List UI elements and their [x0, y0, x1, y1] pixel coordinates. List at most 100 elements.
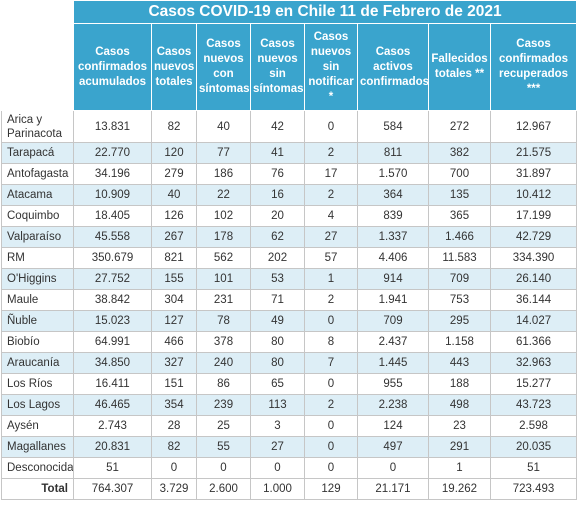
- value-cell: 51: [73, 457, 152, 479]
- table-row: Antofagasta 34.196 279 186 76 17 1.570 700 31.89…: [1, 163, 577, 185]
- value-cell: 267: [151, 226, 197, 248]
- value-cell: 45.558: [73, 226, 152, 248]
- value-cell: 1: [304, 268, 358, 290]
- value-cell: 71: [250, 289, 305, 311]
- value-cell: 2.437: [357, 331, 429, 353]
- column-header: Casos nuevos sin notificar *: [304, 23, 358, 111]
- value-cell: 3: [250, 415, 305, 437]
- table-row: Maule 38.842 304 231 71 2 1.941 753 36.144: [1, 289, 577, 311]
- value-cell: 2.598: [489, 415, 577, 437]
- value-cell: 1.570: [357, 163, 429, 185]
- value-cell: 23: [428, 415, 491, 437]
- value-cell: 13.831: [73, 110, 152, 143]
- region-name-cell: Antofagasta: [1, 163, 74, 185]
- value-cell: 27.752: [73, 268, 152, 290]
- value-cell: 17: [304, 163, 358, 185]
- value-cell: 77: [196, 142, 251, 164]
- value-cell: 178: [196, 226, 251, 248]
- value-cell: 700: [428, 163, 491, 185]
- region-name-cell: Biobío: [1, 331, 74, 353]
- table-row: Valparaíso 45.558 267 178 62 27 1.337 1.466 42.7…: [1, 226, 577, 248]
- value-cell: 272: [428, 110, 491, 143]
- value-cell: 80: [250, 331, 305, 353]
- value-cell: 27: [250, 436, 305, 458]
- value-cell: 64.991: [73, 331, 152, 353]
- value-cell: 0: [151, 457, 197, 479]
- value-cell: 2.743: [73, 415, 152, 437]
- value-cell: 36.144: [489, 289, 577, 311]
- column-header: Casos nuevos totales: [151, 23, 197, 111]
- value-cell: 10.412: [489, 184, 577, 206]
- table-row: RM 350.679 821 562 202 57 4.406 11.583 334.390: [1, 247, 577, 269]
- value-cell: 7: [304, 352, 358, 374]
- value-cell: 61.366: [489, 331, 577, 353]
- value-cell: 62: [250, 226, 305, 248]
- value-cell: 0: [304, 457, 358, 479]
- table-row: Los Ríos 16.411 151 86 65 0 955 188 15.277: [1, 373, 577, 395]
- value-cell: 78: [196, 310, 251, 332]
- value-cell: 295: [428, 310, 491, 332]
- value-cell: 279: [151, 163, 197, 185]
- value-cell: 32.963: [489, 352, 577, 374]
- value-cell: 188: [428, 373, 491, 395]
- value-cell: 1: [428, 457, 491, 479]
- table-row: Araucanía 34.850 327 240 80 7 1.445 443 32.963: [1, 352, 577, 374]
- value-cell: 55: [196, 436, 251, 458]
- value-cell: 365: [428, 205, 491, 227]
- value-cell: 334.390: [489, 247, 577, 269]
- total-value-cell: 764.307: [73, 478, 152, 500]
- column-header: Fallecidos totales **: [428, 23, 491, 111]
- value-cell: 821: [151, 247, 197, 269]
- region-name-cell: RM: [1, 247, 74, 269]
- column-header: Casos confirmados acumulados: [73, 23, 152, 111]
- value-cell: 0: [304, 436, 358, 458]
- total-value-cell: 129: [304, 478, 358, 500]
- value-cell: 34.196: [73, 163, 152, 185]
- value-cell: 304: [151, 289, 197, 311]
- value-cell: 0: [250, 457, 305, 479]
- value-cell: 135: [428, 184, 491, 206]
- column-header: Casos activos confirmados: [357, 23, 429, 111]
- value-cell: 18.405: [73, 205, 152, 227]
- column-header: Casos confirmados recuperados ***: [489, 23, 577, 111]
- value-cell: 466: [151, 331, 197, 353]
- value-cell: 17.199: [489, 205, 577, 227]
- value-cell: 82: [151, 436, 197, 458]
- value-cell: 364: [357, 184, 429, 206]
- value-cell: 113: [250, 394, 305, 416]
- table-row: Magallanes 20.831 82 55 27 0 497 291 20.035: [1, 436, 577, 458]
- value-cell: 15.277: [489, 373, 577, 395]
- value-cell: 31.897: [489, 163, 577, 185]
- value-cell: 102: [196, 205, 251, 227]
- value-cell: 43.723: [489, 394, 577, 416]
- total-value-cell: 2.600: [196, 478, 251, 500]
- value-cell: 2: [304, 142, 358, 164]
- value-cell: 8: [304, 331, 358, 353]
- value-cell: 811: [357, 142, 429, 164]
- value-cell: 40: [151, 184, 197, 206]
- table-row: Atacama 10.909 40 22 16 2 364 135 10.412: [1, 184, 577, 206]
- value-cell: 10.909: [73, 184, 152, 206]
- table-row: Aysén 2.743 28 25 3 0 124 23 2.598: [1, 415, 577, 437]
- region-name-cell: Magallanes: [1, 436, 74, 458]
- value-cell: 57: [304, 247, 358, 269]
- value-cell: 126: [151, 205, 197, 227]
- value-cell: 709: [428, 268, 491, 290]
- value-cell: 0: [304, 310, 358, 332]
- value-cell: 20.831: [73, 436, 152, 458]
- table-row: Desconocida 51 0 0 0 0 0 1 51: [1, 457, 577, 479]
- value-cell: 14.027: [489, 310, 577, 332]
- region-name-cell: O'Higgins: [1, 268, 74, 290]
- table-row: Ñuble 15.023 127 78 49 0 709 295 14.027: [1, 310, 577, 332]
- value-cell: 42: [250, 110, 305, 143]
- value-cell: 46.465: [73, 394, 152, 416]
- value-cell: 22: [196, 184, 251, 206]
- value-cell: 240: [196, 352, 251, 374]
- value-cell: 753: [428, 289, 491, 311]
- value-cell: 0: [304, 415, 358, 437]
- region-name-cell: Maule: [1, 289, 74, 311]
- table-body: Arica y Parinacota 13.831 82 40 42 0 584 272 12.…: [1, 110, 577, 500]
- table-row: Biobío 64.991 466 378 80 8 2.437 1.158 61.366: [1, 331, 577, 353]
- value-cell: 709: [357, 310, 429, 332]
